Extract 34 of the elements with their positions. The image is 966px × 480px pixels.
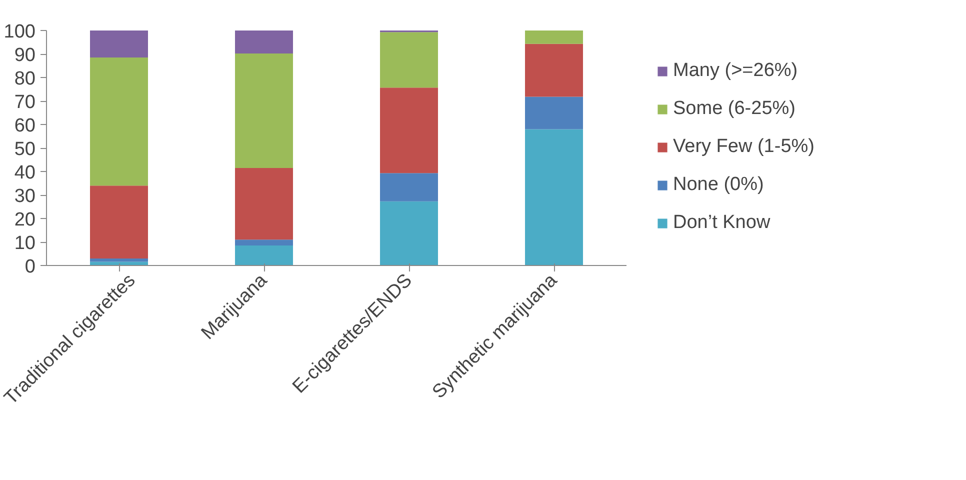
bar (90, 258, 148, 262)
bar (380, 173, 438, 202)
legend-label: None (0%) (673, 174, 764, 196)
legend-label: Some (6-25%) (673, 98, 796, 120)
bar (525, 129, 583, 266)
bar (525, 96, 583, 130)
legend-label: Many (>=26%) (673, 60, 798, 82)
y-tick-label: 0 (24, 256, 36, 278)
y-tick-label: 100 (4, 22, 36, 42)
y-tick-label: 80 (14, 68, 36, 90)
bar (380, 201, 438, 266)
bar (380, 88, 438, 174)
bar (235, 246, 293, 266)
legend-label: Don’t Know (673, 212, 770, 234)
y-tick-label: 10 (14, 233, 36, 254)
y-tick-label: 20 (14, 210, 36, 230)
bar (90, 58, 148, 186)
y-tick-label: 40 (14, 162, 36, 184)
y-tick-label: 90 (14, 45, 36, 66)
y-tick-label: 70 (14, 92, 36, 113)
bar (90, 30, 148, 58)
bar (90, 262, 148, 266)
legend-label: Very Few (1-5%) (673, 136, 814, 158)
bar (380, 32, 438, 88)
bar (235, 30, 293, 54)
y-tick-label: 60 (14, 116, 36, 136)
bar (525, 44, 583, 97)
y-tick-label: 50 (14, 139, 36, 160)
bar (235, 54, 293, 168)
bar (235, 240, 293, 246)
bar (525, 30, 583, 44)
bar (235, 168, 293, 240)
y-tick-label: 30 (14, 186, 36, 207)
bar (90, 186, 148, 258)
